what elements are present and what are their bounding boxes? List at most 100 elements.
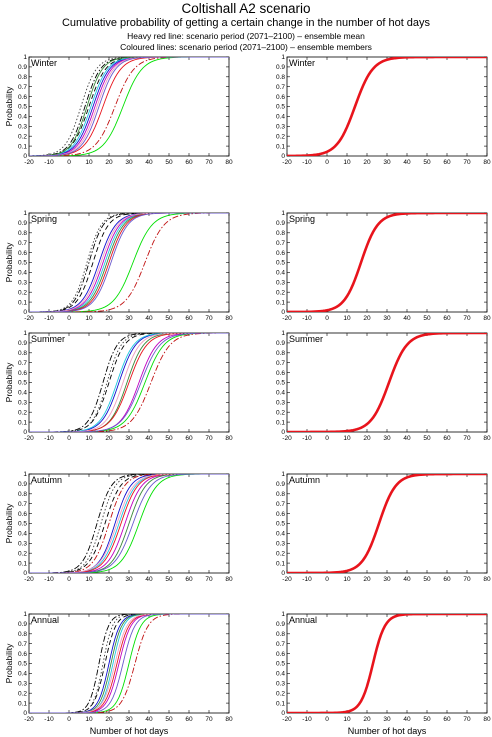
y-tick-label: 0.9 bbox=[276, 481, 285, 488]
y-tick-label: 0.8 bbox=[18, 350, 27, 357]
x-tick-label: 0 bbox=[325, 315, 329, 322]
y-tick-label: 0.1 bbox=[18, 700, 27, 707]
x-tick-label: 40 bbox=[145, 716, 153, 723]
member-curve bbox=[29, 213, 229, 312]
x-tick-label: 60 bbox=[185, 315, 193, 322]
page-title: Coltishall A2 scenario bbox=[181, 1, 311, 16]
y-tick-label: 0.2 bbox=[18, 133, 27, 140]
y-tick-label: 1 bbox=[281, 210, 285, 217]
panel-label: Autumn bbox=[289, 475, 320, 485]
x-tick-label: 20 bbox=[363, 159, 371, 166]
y-tick-label: 1 bbox=[281, 471, 285, 478]
y-tick-label: 0.7 bbox=[276, 360, 285, 367]
y-tick-label: 0.7 bbox=[18, 240, 27, 247]
axes-frame bbox=[286, 212, 488, 313]
y-tick-label: 0.5 bbox=[18, 104, 27, 111]
series-group bbox=[29, 333, 229, 432]
y-tick-label: 0.9 bbox=[18, 621, 27, 628]
x-tick-label: 30 bbox=[125, 159, 133, 166]
x-tick-label: 60 bbox=[185, 435, 193, 442]
y-tick-label: 0.2 bbox=[276, 409, 285, 416]
y-tick-label: 1 bbox=[23, 611, 27, 618]
y-tick-label: 0.2 bbox=[18, 690, 27, 697]
panel-label: Summer bbox=[289, 334, 323, 344]
x-tick-label: 70 bbox=[205, 315, 213, 322]
x-tick-label: 0 bbox=[325, 159, 329, 166]
mean-curve bbox=[287, 57, 487, 156]
x-tick-label: 0 bbox=[325, 716, 329, 723]
x-tick-label: 80 bbox=[225, 159, 233, 166]
y-tick-label: 0.7 bbox=[18, 501, 27, 508]
x-tick-label: 60 bbox=[443, 716, 451, 723]
x-tick-label: 60 bbox=[443, 315, 451, 322]
series-group bbox=[287, 474, 487, 573]
y-tick-label: 0.7 bbox=[18, 641, 27, 648]
x-tick-label: 80 bbox=[483, 716, 491, 723]
y-tick-label: 0.2 bbox=[276, 550, 285, 557]
series-group bbox=[29, 614, 229, 713]
axes-frame bbox=[286, 473, 488, 574]
x-tick-label: 60 bbox=[185, 159, 193, 166]
y-tick-label: 0.3 bbox=[276, 681, 285, 688]
x-tick-label: 40 bbox=[403, 576, 411, 583]
axes-frame bbox=[286, 332, 488, 433]
x-tick-label: 70 bbox=[463, 576, 471, 583]
x-tick-label: 50 bbox=[165, 576, 173, 583]
y-tick-label: 0.3 bbox=[18, 541, 27, 548]
x-tick-label: -20 bbox=[282, 435, 292, 442]
y-tick-label: 0.9 bbox=[18, 220, 27, 227]
y-tick-label: 0 bbox=[281, 429, 285, 436]
y-tick-label: 0.8 bbox=[276, 491, 285, 498]
y-tick-label: 1 bbox=[281, 330, 285, 337]
x-tick-label: 40 bbox=[403, 315, 411, 322]
y-tick-label: 0.4 bbox=[18, 270, 27, 277]
x-tick-label: 80 bbox=[483, 576, 491, 583]
x-tick-label: 20 bbox=[105, 435, 113, 442]
x-tick-label: 80 bbox=[483, 435, 491, 442]
mean-curve bbox=[287, 474, 487, 573]
x-tick-label: 40 bbox=[145, 576, 153, 583]
y-tick-label: 0 bbox=[23, 570, 27, 577]
y-tick-label: 0.2 bbox=[276, 289, 285, 296]
y-tick-label: 0 bbox=[23, 710, 27, 717]
x-tick-label: 20 bbox=[363, 315, 371, 322]
panel-summer-mean: -20 -10 0 10 20 30 40 50 60 70 80 0 0.1 0.2 0.3 0.4 0.5 0… bbox=[276, 330, 491, 442]
page-subtitle: Cumulative probability of getting a cert… bbox=[61, 17, 431, 29]
x-tick-label: 20 bbox=[105, 159, 113, 166]
y-tick-label: 0.8 bbox=[18, 74, 27, 81]
x-tick-label: -20 bbox=[282, 159, 292, 166]
y-tick-label: 0.3 bbox=[18, 681, 27, 688]
member-curve bbox=[29, 474, 229, 573]
y-tick-label: 0.6 bbox=[276, 511, 285, 518]
x-tick-label: 10 bbox=[343, 315, 351, 322]
y-tick-label: 0.2 bbox=[18, 550, 27, 557]
y-tick-label: 0.4 bbox=[276, 671, 285, 678]
y-tick-label: 0.5 bbox=[276, 380, 285, 387]
x-tick-label: 30 bbox=[125, 435, 133, 442]
x-tick-label: -10 bbox=[302, 576, 312, 583]
x-tick-label: 0 bbox=[325, 435, 329, 442]
y-tick-label: 0.9 bbox=[18, 64, 27, 71]
x-tick-label: 70 bbox=[463, 315, 471, 322]
panel-label: Spring bbox=[31, 214, 57, 224]
x-tick-label: 10 bbox=[85, 716, 93, 723]
x-tick-label: 20 bbox=[363, 716, 371, 723]
x-tick-label: 60 bbox=[443, 576, 451, 583]
member-curve bbox=[29, 57, 229, 156]
y-tick-label: 0.1 bbox=[276, 700, 285, 707]
mean-curve bbox=[287, 614, 487, 713]
y-tick-label: 0 bbox=[281, 309, 285, 316]
x-tick-label: -20 bbox=[282, 716, 292, 723]
y-tick-label: 0.4 bbox=[276, 114, 285, 121]
x-tick-label: 30 bbox=[383, 435, 391, 442]
y-tick-label: 1 bbox=[281, 611, 285, 618]
series-group bbox=[287, 213, 487, 312]
x-tick-label: 0 bbox=[325, 576, 329, 583]
y-tick-label: 0.2 bbox=[276, 133, 285, 140]
x-tick-label: -10 bbox=[44, 716, 54, 723]
x-tick-label: 30 bbox=[125, 315, 133, 322]
y-tick-label: 0.7 bbox=[276, 641, 285, 648]
x-tick-label: 10 bbox=[85, 315, 93, 322]
panel-label: Autumn bbox=[31, 475, 62, 485]
y-tick-label: 1 bbox=[23, 54, 27, 61]
